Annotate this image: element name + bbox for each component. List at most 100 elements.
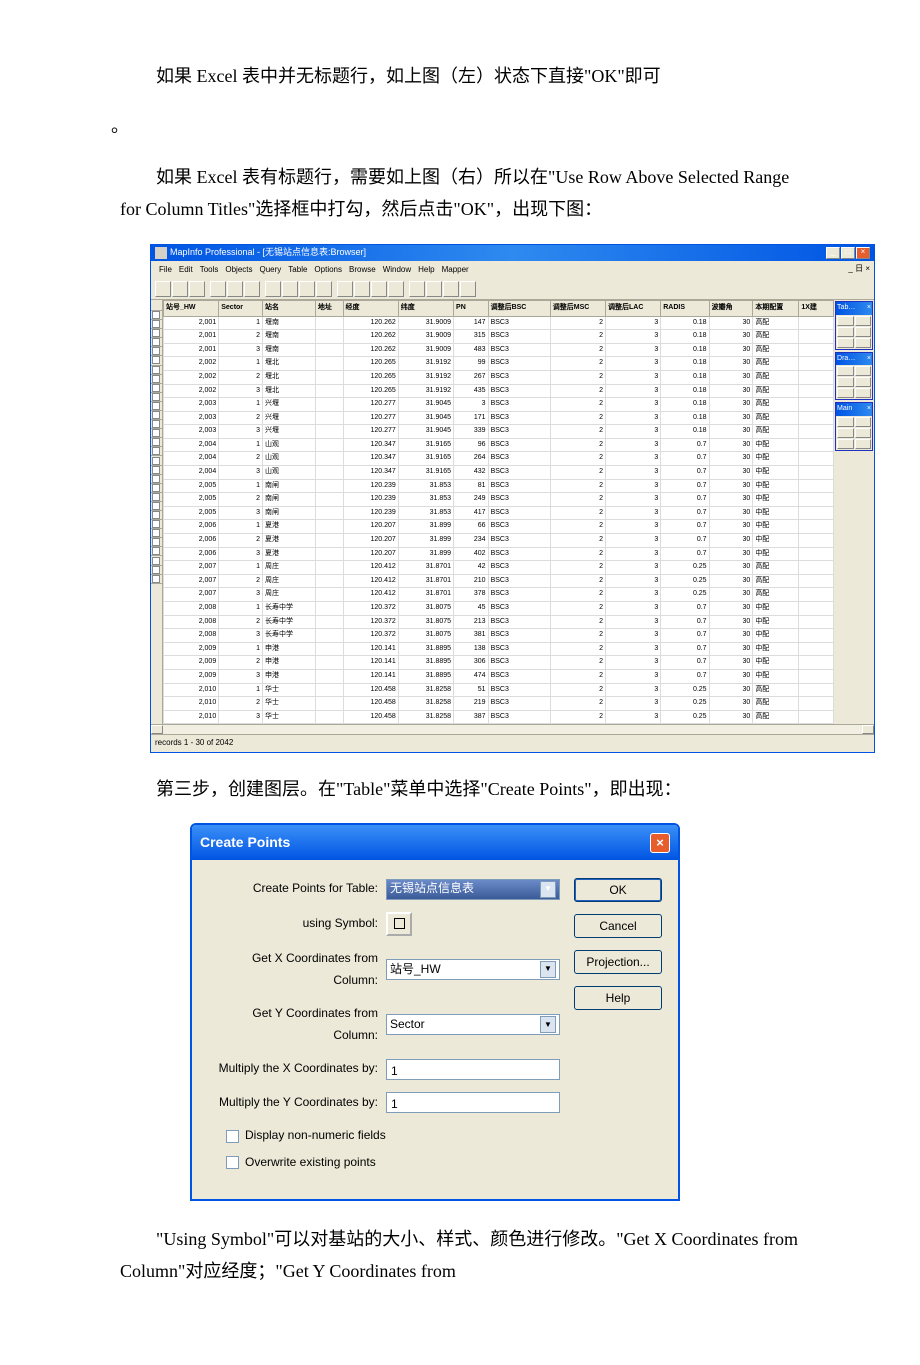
scroll-track[interactable] (163, 725, 862, 734)
row-select-checkbox[interactable] (151, 475, 162, 484)
row-select-checkbox[interactable] (151, 375, 162, 384)
maximize-button[interactable]: □ (841, 247, 855, 259)
help-button[interactable]: Help (574, 986, 662, 1010)
toolbar-button[interactable] (189, 281, 205, 297)
col-header[interactable]: 调整后BSC (488, 300, 550, 316)
row-select-checkbox[interactable] (151, 566, 162, 575)
palette-button[interactable] (855, 338, 871, 348)
dropdown-icon[interactable]: ▼ (540, 1016, 556, 1033)
scroll-left-icon[interactable] (151, 725, 163, 734)
palette-button[interactable] (855, 417, 871, 427)
table-row[interactable]: 2,0081长寿中学120.37231.807545BSC3230.730中配 (163, 602, 833, 616)
toolbar-button[interactable] (172, 281, 188, 297)
dialog-close-button[interactable]: × (650, 833, 670, 853)
palette-button[interactable] (837, 428, 853, 438)
tool-palette[interactable]: Main× (835, 402, 873, 451)
row-select-checkbox[interactable] (151, 575, 162, 584)
palette-button[interactable] (837, 439, 853, 449)
table-row[interactable]: 2,0021堰北120.26531.919299BSC3230.1830高配 (163, 357, 833, 371)
toolbar-button[interactable] (265, 281, 281, 297)
table-row[interactable]: 2,0101华士120.45831.825851BSC3230.2530高配 (163, 683, 833, 697)
table-row[interactable]: 2,0051南闸120.23931.85381BSC3230.730中配 (163, 479, 833, 493)
row-select-checkbox[interactable] (151, 420, 162, 429)
menu-table[interactable]: Table (288, 263, 307, 277)
toolbar-button[interactable] (244, 281, 260, 297)
toolbar-button[interactable] (371, 281, 387, 297)
toolbar-button[interactable] (210, 281, 226, 297)
table-row[interactable]: 2,0012堰南120.26231.9009315BSC3230.1830高配 (163, 330, 833, 344)
ok-button[interactable]: OK (574, 878, 662, 902)
tool-palette[interactable]: Tab…× (835, 301, 873, 350)
palette-button[interactable] (855, 366, 871, 376)
row-select-checkbox[interactable] (151, 429, 162, 438)
palette-button[interactable] (837, 377, 853, 387)
palette-button[interactable] (837, 338, 853, 348)
col-header[interactable]: 波瓣角 (709, 300, 753, 316)
palette-button[interactable] (837, 316, 853, 326)
col-header[interactable]: PN (454, 300, 489, 316)
col-header[interactable]: 纬度 (398, 300, 453, 316)
palette-button[interactable] (837, 327, 853, 337)
h-scrollbar[interactable] (151, 724, 874, 734)
toolbar-button[interactable] (316, 281, 332, 297)
toolbar-button[interactable] (409, 281, 425, 297)
row-select-checkbox[interactable] (151, 520, 162, 529)
row-select-checkbox[interactable] (151, 529, 162, 538)
table-row[interactable]: 2,0043山观120.34731.9165432BSC3230.730中配 (163, 466, 833, 480)
table-row[interactable]: 2,0042山观120.34731.9165264BSC3230.730中配 (163, 452, 833, 466)
projection-button[interactable]: Projection... (574, 950, 662, 974)
palette-button[interactable] (855, 327, 871, 337)
table-row[interactable]: 2,0073周庄120.41231.8701378BSC3230.2530高配 (163, 588, 833, 602)
minimize-button[interactable]: _ (826, 247, 840, 259)
palette-button[interactable] (855, 428, 871, 438)
check-overwrite[interactable]: Overwrite existing points (226, 1152, 560, 1174)
col-header[interactable]: RADIS (661, 300, 709, 316)
table-row[interactable]: 2,0071周庄120.41231.870142BSC3230.2530高配 (163, 561, 833, 575)
table-row[interactable]: 2,0023堰北120.26531.9192435BSC3230.1830高配 (163, 384, 833, 398)
cancel-button[interactable]: Cancel (574, 914, 662, 938)
table-row[interactable]: 2,0022堰北120.26531.9192267BSC3230.1830高配 (163, 370, 833, 384)
row-select-checkbox[interactable] (151, 538, 162, 547)
menu-objects[interactable]: Objects (225, 263, 252, 277)
palette-title[interactable]: Dra…× (836, 353, 872, 366)
menu-help[interactable]: Help (418, 263, 434, 277)
checkbox-icon[interactable] (226, 1130, 239, 1143)
table-row[interactable]: 2,0011堰南120.26231.9009147BSC3230.1830高配 (163, 316, 833, 330)
toolbar-button[interactable] (388, 281, 404, 297)
scroll-right-icon[interactable] (862, 725, 874, 734)
table-row[interactable]: 2,0013堰南120.26231.9009483BSC3230.1830高配 (163, 343, 833, 357)
table-row[interactable]: 2,0032兴堰120.27731.9045171BSC3230.1830高配 (163, 411, 833, 425)
toolbar-button[interactable] (227, 281, 243, 297)
menu-edit[interactable]: Edit (179, 263, 193, 277)
row-select-checkbox[interactable] (151, 456, 162, 465)
col-header[interactable]: 1X建 (799, 300, 834, 316)
menu-query[interactable]: Query (260, 263, 282, 277)
row-select-checkbox[interactable] (151, 438, 162, 447)
table-row[interactable]: 2,0103华士120.45831.8258387BSC3230.2530高配 (163, 710, 833, 724)
tool-palette[interactable]: Dra…× (835, 352, 873, 401)
row-select-checkbox[interactable] (151, 547, 162, 556)
row-select-checkbox[interactable] (151, 356, 162, 365)
check-nonnumeric[interactable]: Display non-numeric fields (226, 1125, 560, 1147)
row-select-checkbox[interactable] (151, 329, 162, 338)
col-header[interactable]: 本期配置 (753, 300, 799, 316)
mx-input[interactable]: 1 (386, 1059, 560, 1080)
table-row[interactable]: 2,0041山观120.34731.916596BSC3230.730中配 (163, 438, 833, 452)
table-row[interactable]: 2,0102华士120.45831.8258219BSC3230.2530高配 (163, 697, 833, 711)
palette-button[interactable] (837, 417, 853, 427)
table-row[interactable]: 2,0083长寿中学120.37231.8075381BSC3230.730中配 (163, 629, 833, 643)
table-row[interactable]: 2,0061夏港120.20731.89966BSC3230.730中配 (163, 520, 833, 534)
table-row[interactable]: 2,0063夏港120.20731.899402BSC3230.730中配 (163, 547, 833, 561)
col-header[interactable]: 调整后MSC (550, 300, 605, 316)
menu-options[interactable]: Options (314, 263, 342, 277)
row-select-checkbox[interactable] (151, 384, 162, 393)
row-select-checkbox[interactable] (151, 347, 162, 356)
col-header[interactable]: 调整后LAC (605, 300, 660, 316)
row-select-checkbox[interactable] (151, 320, 162, 329)
row-select-checkbox[interactable] (151, 411, 162, 420)
table-select[interactable]: 无锡站点信息表 ▼ (386, 879, 560, 900)
palette-title[interactable]: Tab…× (836, 302, 872, 315)
row-select-checkbox[interactable] (151, 556, 162, 565)
row-select-checkbox[interactable] (151, 402, 162, 411)
doc-window-controls[interactable]: _ 日 × (848, 262, 870, 278)
